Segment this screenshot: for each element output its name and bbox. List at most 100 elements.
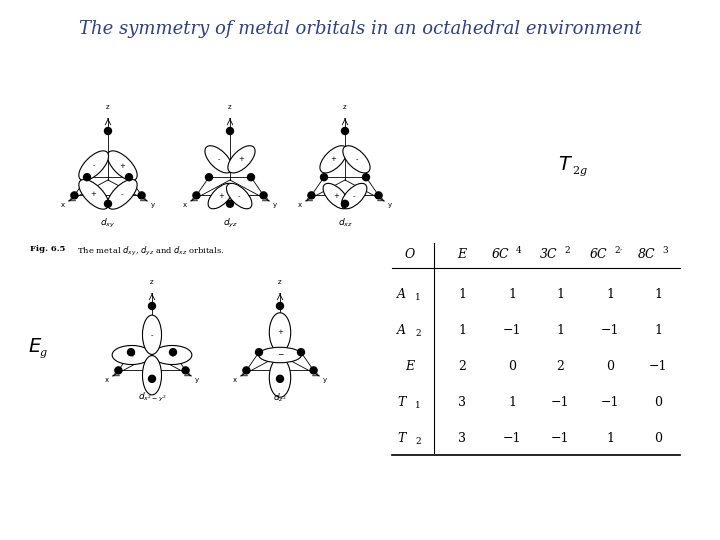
Text: z: z: [343, 104, 347, 110]
Text: 6C: 6C: [590, 248, 607, 261]
Circle shape: [182, 367, 189, 374]
Circle shape: [71, 192, 78, 199]
Circle shape: [227, 127, 233, 134]
Ellipse shape: [208, 184, 233, 209]
Text: $\mathit{T}$: $\mathit{T}$: [558, 156, 573, 174]
Text: $d_{x^2-y^2}$: $d_{x^2-y^2}$: [138, 392, 166, 404]
Text: +: +: [169, 352, 175, 358]
Circle shape: [193, 192, 200, 199]
Circle shape: [148, 375, 156, 382]
Text: -: -: [355, 157, 358, 163]
Text: 1: 1: [654, 288, 662, 301]
Ellipse shape: [153, 346, 192, 365]
Text: 0: 0: [654, 396, 662, 409]
Text: -: -: [92, 163, 95, 168]
Circle shape: [310, 367, 317, 374]
Circle shape: [248, 174, 254, 181]
Text: 2: 2: [614, 246, 620, 255]
Text: +: +: [277, 375, 283, 381]
Text: −1: −1: [600, 396, 619, 409]
Text: g: g: [580, 166, 587, 176]
Circle shape: [362, 174, 369, 181]
Circle shape: [243, 367, 250, 374]
Circle shape: [341, 127, 348, 134]
Text: 0: 0: [508, 361, 516, 374]
Ellipse shape: [107, 151, 138, 180]
Text: g: g: [40, 348, 47, 358]
Text: 2: 2: [458, 361, 466, 374]
Text: 2: 2: [572, 166, 579, 176]
Ellipse shape: [78, 179, 109, 209]
Text: y: y: [194, 376, 199, 383]
Ellipse shape: [258, 347, 302, 363]
Text: −1: −1: [503, 433, 521, 446]
Text: z: z: [106, 104, 110, 110]
Text: 1: 1: [508, 396, 516, 409]
Circle shape: [256, 349, 263, 356]
Text: 6C: 6C: [491, 248, 509, 261]
Text: x: x: [61, 201, 66, 208]
Circle shape: [127, 349, 135, 356]
Text: O: O: [405, 248, 415, 261]
Circle shape: [297, 349, 305, 356]
Circle shape: [227, 200, 233, 207]
Text: E: E: [457, 248, 467, 261]
Text: 8C: 8C: [637, 248, 655, 261]
Text: 1: 1: [606, 433, 614, 446]
Text: -: -: [353, 193, 356, 199]
Circle shape: [104, 200, 112, 207]
Ellipse shape: [228, 146, 255, 173]
Circle shape: [320, 174, 328, 181]
Text: 1: 1: [415, 401, 420, 409]
Circle shape: [104, 127, 112, 134]
Text: 2: 2: [556, 361, 564, 374]
Circle shape: [138, 192, 145, 199]
Circle shape: [125, 174, 132, 181]
Text: −1: −1: [600, 325, 619, 338]
Text: -: -: [217, 157, 220, 163]
Text: A: A: [397, 288, 406, 301]
Text: x: x: [105, 376, 109, 383]
Ellipse shape: [269, 358, 291, 397]
Ellipse shape: [107, 179, 138, 209]
Text: x: x: [298, 201, 302, 208]
Ellipse shape: [343, 146, 370, 173]
Text: +: +: [129, 352, 135, 358]
Text: The metal $d_{xy}$, $d_{yz}$ and $d_{xz}$ orbitals.: The metal $d_{xy}$, $d_{yz}$ and $d_{xz}…: [72, 245, 225, 258]
Text: 2: 2: [564, 246, 570, 255]
Text: 0: 0: [606, 361, 614, 374]
Ellipse shape: [112, 346, 151, 365]
Text: +: +: [218, 193, 224, 199]
Text: −1: −1: [503, 325, 521, 338]
Ellipse shape: [341, 184, 367, 209]
Text: ′: ′: [620, 248, 622, 258]
Text: 1: 1: [415, 293, 420, 301]
Text: 1: 1: [556, 325, 564, 338]
Text: -: -: [238, 193, 240, 199]
Text: −: −: [276, 350, 283, 360]
Text: 1: 1: [458, 325, 466, 338]
Text: +: +: [277, 329, 283, 335]
Text: -: -: [150, 372, 153, 378]
Text: 1: 1: [606, 288, 614, 301]
Circle shape: [341, 200, 348, 207]
Text: A: A: [397, 325, 406, 338]
Ellipse shape: [205, 146, 232, 173]
Text: 2: 2: [415, 328, 420, 338]
Text: y: y: [323, 376, 327, 383]
Text: The symmetry of metal orbitals in an octahedral environment: The symmetry of metal orbitals in an oct…: [78, 20, 642, 38]
Circle shape: [169, 349, 176, 356]
Text: T: T: [397, 433, 406, 446]
Text: +: +: [91, 191, 96, 197]
Ellipse shape: [143, 356, 161, 395]
Circle shape: [84, 174, 91, 181]
Text: 2: 2: [415, 436, 420, 446]
Text: E: E: [405, 361, 415, 374]
Circle shape: [276, 302, 284, 309]
Text: x: x: [183, 201, 187, 208]
Ellipse shape: [269, 313, 291, 352]
Circle shape: [205, 174, 212, 181]
Circle shape: [375, 192, 382, 199]
Text: 4: 4: [516, 246, 522, 255]
Text: 3: 3: [458, 433, 466, 446]
